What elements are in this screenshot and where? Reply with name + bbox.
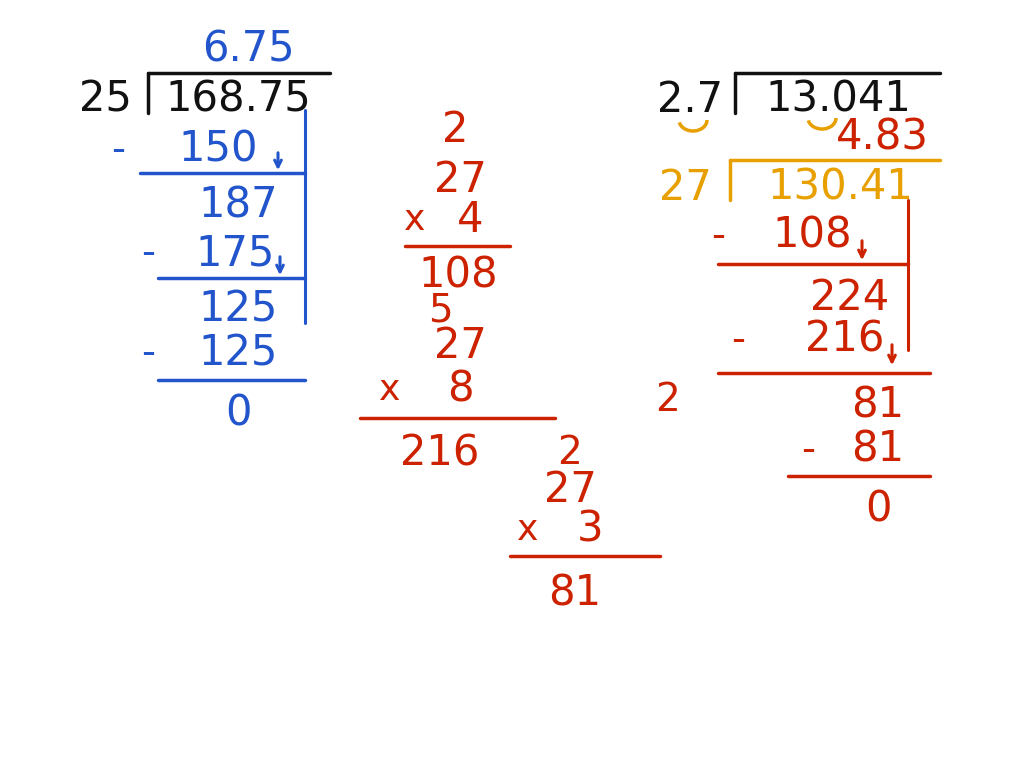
Text: -: - xyxy=(141,334,155,372)
Text: 25: 25 xyxy=(79,79,131,121)
Text: -: - xyxy=(801,431,815,469)
Text: 27: 27 xyxy=(433,325,486,367)
Text: x: x xyxy=(404,203,426,237)
Text: 125: 125 xyxy=(199,332,278,374)
Text: 5: 5 xyxy=(428,291,453,329)
Text: -: - xyxy=(731,321,745,359)
Text: 168.75: 168.75 xyxy=(165,79,311,121)
Text: 3: 3 xyxy=(577,509,603,551)
Text: 81: 81 xyxy=(851,429,904,471)
Text: 216: 216 xyxy=(400,432,479,474)
Text: 27: 27 xyxy=(658,167,712,209)
Text: 130.41: 130.41 xyxy=(767,167,913,209)
Text: 6.75: 6.75 xyxy=(202,29,294,71)
Text: 4.83: 4.83 xyxy=(836,117,929,159)
Text: -: - xyxy=(711,217,725,255)
Text: 108: 108 xyxy=(772,215,852,257)
Text: 81: 81 xyxy=(851,385,904,427)
Text: 2: 2 xyxy=(558,434,583,472)
Text: 2: 2 xyxy=(441,109,468,151)
Text: 27: 27 xyxy=(433,159,486,201)
Text: 216: 216 xyxy=(805,319,885,361)
Text: 0: 0 xyxy=(224,392,251,434)
Text: 224: 224 xyxy=(810,277,890,319)
Text: -: - xyxy=(141,234,155,272)
Text: x: x xyxy=(517,513,539,547)
Text: x: x xyxy=(379,373,400,407)
Text: 2: 2 xyxy=(655,381,680,419)
Text: -: - xyxy=(111,131,125,169)
Text: 2.7: 2.7 xyxy=(657,79,723,121)
Text: 175: 175 xyxy=(196,232,274,274)
Text: 187: 187 xyxy=(199,185,278,227)
Text: 4: 4 xyxy=(457,199,483,241)
Text: 81: 81 xyxy=(549,572,601,614)
Text: 27: 27 xyxy=(544,469,596,511)
Text: 13.041: 13.041 xyxy=(765,79,911,121)
Text: 150: 150 xyxy=(178,129,258,171)
Text: 108: 108 xyxy=(418,255,498,297)
Text: 125: 125 xyxy=(199,289,278,331)
Text: 8: 8 xyxy=(446,369,473,411)
Text: 0: 0 xyxy=(864,489,891,531)
